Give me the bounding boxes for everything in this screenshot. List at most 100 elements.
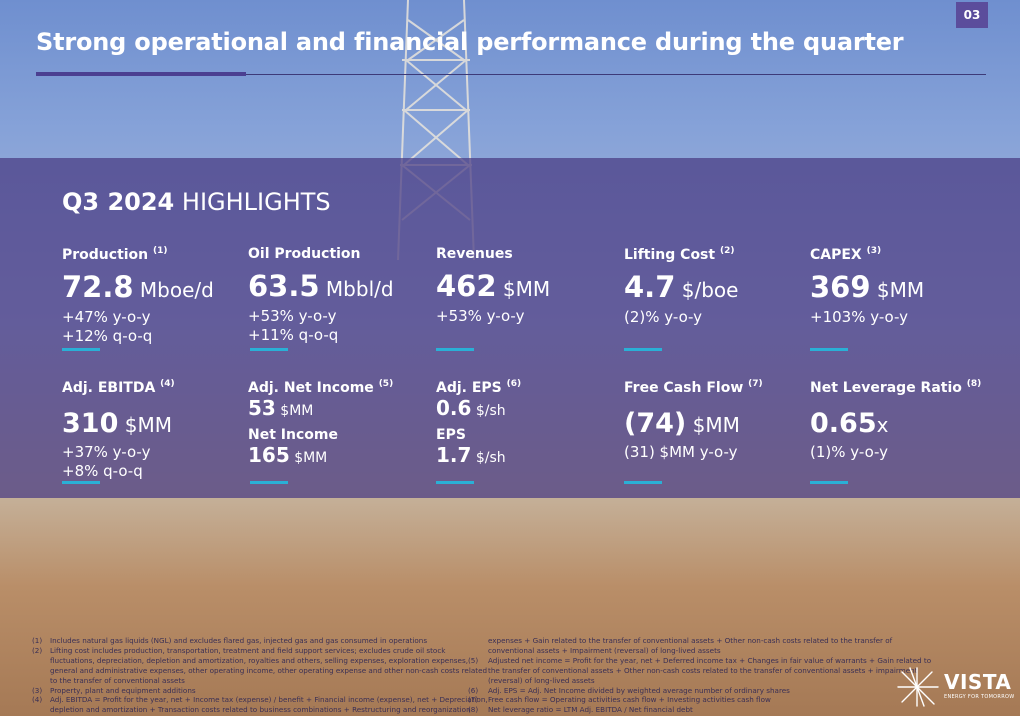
metric-label: Adj. EPS: [436, 380, 502, 396]
footnotes: (1) Includes natural gas liquids (NGL) an…: [0, 632, 1020, 716]
page-number-badge: 03: [956, 2, 988, 28]
title-divider-accent: [36, 72, 246, 76]
footnote-text: Net leverage ratio = LTM Adj. EBITDA / N…: [488, 705, 693, 715]
footnote-text: (reversal) of long-lived assets: [488, 675, 595, 685]
metric-oil-production: Oil Production 63.5 Mbbl/d +53% y-o-y +1…: [248, 246, 394, 345]
accent-bar: [436, 348, 474, 351]
metric-label-secondary: Net Income: [248, 427, 338, 443]
metric-value-secondary: 165: [248, 443, 290, 467]
footnote-text: Includes natural gas liquids (NGL) and e…: [50, 636, 428, 645]
metric-label: Free Cash Flow: [624, 380, 744, 396]
accent-bar: [62, 348, 100, 351]
footnote-text: fluctuations, depreciation, depletion an…: [50, 655, 468, 665]
metric-yoy: (2)% y-o-y: [624, 308, 703, 326]
metric-label: CAPEX: [810, 247, 862, 263]
metric-lifting-cost: Lifting Cost (2) 4.7 $/boe (2)% y-o-y: [624, 246, 738, 327]
metric-value: 53: [248, 396, 276, 420]
metric-unit: x: [876, 413, 889, 437]
footnote-number: (5): [468, 655, 479, 665]
metric-unit-secondary: $MM: [289, 450, 328, 466]
metric-label: Production: [62, 247, 149, 263]
accent-bar: [250, 481, 288, 484]
metric-qoq: +11% q-o-q: [248, 326, 339, 344]
star-burst-icon: [897, 667, 939, 707]
footnote-number: (2): [32, 645, 43, 655]
footnote-ref: (1): [153, 246, 168, 256]
metric-yoy: +37% y-o-y: [62, 443, 151, 461]
footnote-text: conventional assets + Impairment (revers…: [488, 645, 721, 655]
metric-value: 4.7: [624, 270, 676, 304]
metric-yoy: +103% y-o-y: [810, 308, 909, 326]
metric-value: 462: [436, 269, 497, 303]
accent-bar: [62, 481, 100, 484]
metric-unit: $MM: [686, 413, 740, 437]
footnote-number: (3): [32, 685, 43, 695]
metric-value-secondary: 1.7: [436, 443, 472, 467]
title-divider: [36, 74, 986, 75]
metric-adj-ebitda: Adj. EBITDA (4) 310 $MM +37% y-o-y +8% q…: [62, 379, 175, 481]
metric-unit: Mboe/d: [133, 278, 214, 302]
footnote-ref: (7): [748, 379, 763, 389]
metric-adj-eps: Adj. EPS (6) 0.6 $/sh EPS 1.7 $/sh: [436, 379, 521, 470]
metric-value: 369: [810, 270, 871, 304]
highlights-quarter: Q3 2024: [62, 188, 175, 216]
logo-wordmark: VISTA: [944, 670, 1012, 694]
metric-adj-net-income: Adj. Net Income (5) 53 $MM Net Income 16…: [248, 379, 393, 470]
footnote-number: (8): [468, 705, 479, 715]
footnote-text: Lifting cost includes production, transp…: [50, 645, 446, 655]
metric-value: 310: [62, 408, 119, 439]
footnote-ref: (3): [866, 246, 882, 256]
accent-bar: [250, 348, 288, 351]
metric-qoq: +12% q-o-q: [62, 327, 153, 345]
metric-label: Net Leverage Ratio: [810, 380, 962, 396]
footnote-number: (4): [32, 695, 43, 705]
accent-bar: [624, 481, 662, 484]
footnote-ref: (2): [719, 246, 735, 256]
footnote-ref: (6): [506, 379, 522, 389]
metric-value: 0.6: [436, 396, 472, 420]
highlights-word: HIGHLIGHTS: [174, 188, 331, 216]
metric-value: 0.65: [810, 408, 877, 439]
footnote-text: expenses + Gain related to the transfer …: [488, 636, 893, 645]
metric-unit: $MM: [496, 277, 551, 301]
metric-yoy: (31) $MM y-o-y: [624, 443, 738, 461]
footnote-text: depletion and amortization + Transaction…: [50, 705, 471, 715]
metric-unit: $/boe: [675, 278, 739, 302]
metric-free-cash-flow: Free Cash Flow (7) (74) $MM (31) $MM y-o…: [624, 379, 763, 462]
metric-unit: $MM: [118, 413, 172, 437]
metric-production: Production (1) 72.8 Mboe/d +47% y-o-y +1…: [62, 246, 214, 346]
metric-unit: $MM: [275, 403, 314, 419]
footnote-text: the transfer of conventional assets + Ot…: [488, 665, 918, 675]
metric-revenues: Revenues 462 $MM +53% y-o-y: [436, 246, 550, 326]
metric-label: Adj. Net Income: [248, 380, 374, 396]
metric-yoy: (1)% y-o-y: [810, 443, 889, 461]
footnote-number: (6): [468, 685, 479, 695]
footnote-text: Property, plant and equipment additions: [50, 685, 196, 695]
metric-label: Oil Production: [248, 246, 361, 262]
metric-label-secondary: EPS: [436, 427, 466, 443]
metric-qoq: +8% q-o-q: [62, 462, 143, 480]
metric-yoy: +53% y-o-y: [436, 307, 525, 325]
metric-value: (74): [624, 408, 687, 439]
page-title: Strong operational and financial perform…: [36, 28, 904, 56]
metric-net-leverage-ratio: Net Leverage Ratio (8) 0.65x (1)% y-o-y: [810, 379, 981, 462]
metric-unit-secondary: $/sh: [471, 450, 506, 466]
footnote-ref: (8): [966, 379, 982, 389]
accent-bar: [624, 348, 662, 351]
metric-yoy: +47% y-o-y: [62, 308, 151, 326]
footnote-ref: (4): [160, 379, 175, 389]
footnote-text: to the transfer of conventional assets: [50, 675, 185, 685]
footnote-text: Adj. EBITDA = Profit for the year, net +…: [50, 695, 488, 705]
footnote-text: Free cash flow = Operating activities ca…: [488, 695, 771, 705]
metric-yoy: +53% y-o-y: [248, 307, 337, 325]
accent-bar: [810, 348, 848, 351]
metric-label: Lifting Cost: [624, 247, 716, 263]
footnote-ref: (5): [378, 379, 394, 389]
metric-value: 72.8: [62, 270, 134, 304]
metric-unit: $/sh: [471, 403, 506, 419]
metric-label: Adj. EBITDA: [62, 380, 156, 396]
logo-tagline: ENERGY FOR TOMORROW: [944, 694, 1015, 700]
footnote-number: (1): [32, 636, 43, 645]
footnote-text: general and administrative expenses, oth…: [50, 665, 488, 675]
accent-bar: [810, 481, 848, 484]
